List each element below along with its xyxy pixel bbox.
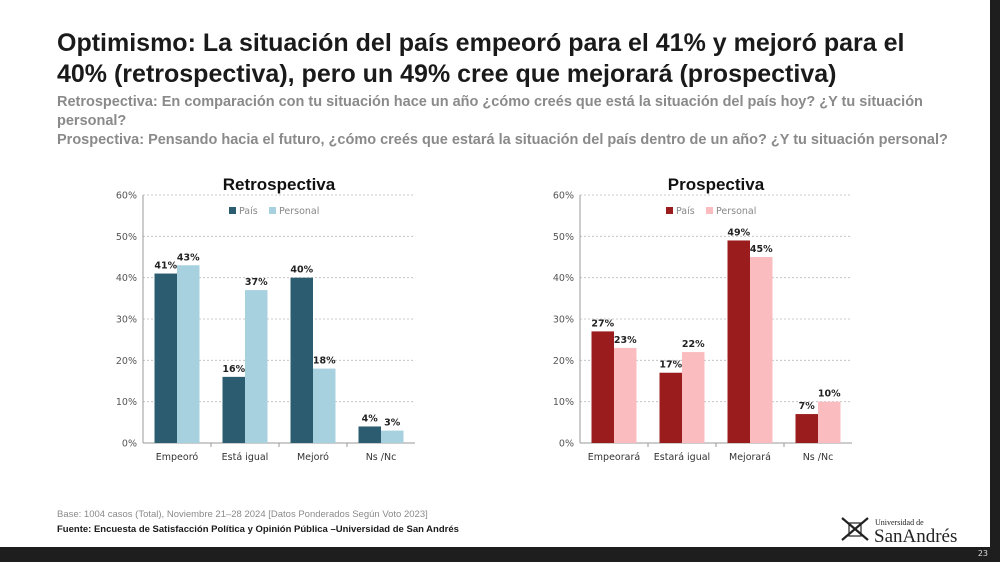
slide-title: Optimismo: La situación del país empeoró…	[57, 29, 905, 88]
bar-país	[591, 331, 614, 443]
y-tick-label: 0%	[122, 439, 137, 450]
legend-label: País	[239, 206, 258, 217]
x-tick-label: Estará igual	[654, 452, 710, 463]
data-label: 17%	[659, 360, 682, 371]
bar-país	[727, 240, 750, 443]
slide: Optimismo: La situación del país empeoró…	[0, 0, 990, 547]
legend-label: Personal	[279, 206, 319, 217]
legend-swatch	[706, 207, 713, 214]
bar-país	[154, 273, 177, 443]
bar-personal	[381, 430, 404, 443]
bar-país	[358, 426, 381, 443]
legend-label: Personal	[716, 206, 756, 217]
page-number: 23	[977, 549, 988, 558]
x-tick-label: Empeoró	[156, 452, 199, 463]
y-tick-label: 20%	[553, 356, 574, 367]
x-tick-label: Mejoró	[297, 452, 329, 463]
y-tick-label: 60%	[553, 191, 574, 202]
x-tick-label: Empeorará	[588, 452, 640, 463]
x-tick-label: Está igual	[222, 452, 269, 463]
y-tick-label: 40%	[553, 273, 574, 284]
subtitle-prospectiva: Prospectiva: Pensando hacia el futuro, ¿…	[57, 132, 948, 148]
chart-prospectiva: Prospectiva 0% 10% 20% 30% 40% 50% 60% Empeorará…	[553, 175, 852, 463]
bar-personal	[313, 368, 336, 443]
data-label: 3%	[384, 418, 401, 429]
bar-país	[795, 414, 818, 443]
y-tick-label: 30%	[116, 315, 137, 326]
x-tick-label: Mejorará	[729, 452, 771, 463]
y-tick-label: 0%	[559, 439, 574, 450]
data-label: 18%	[313, 356, 336, 367]
data-label: 23%	[614, 335, 637, 346]
data-label: 10%	[818, 389, 841, 400]
bar-país	[290, 277, 313, 443]
data-label: 37%	[245, 277, 268, 288]
chart-title: Prospectiva	[668, 175, 765, 194]
y-tick-label: 50%	[553, 232, 574, 243]
data-label: 16%	[222, 364, 245, 375]
data-label: 40%	[290, 265, 313, 276]
data-label: 41%	[154, 261, 177, 272]
bar-personal	[682, 352, 705, 443]
x-tick-label: Ns /Nc	[803, 452, 834, 463]
university-logo: Universidad de SanAndrés	[841, 517, 957, 544]
bar-país	[222, 376, 245, 443]
chart-retrospectiva: Retrospectiva 0% 10% 20% 30% 40% 50% 60% Empeoró…	[116, 175, 415, 463]
y-tick-label: 50%	[116, 232, 137, 243]
svg-text:Universidad de: Universidad de	[875, 518, 924, 527]
data-label: 7%	[799, 401, 816, 412]
bar-personal	[177, 265, 200, 443]
y-tick-label: 10%	[116, 397, 137, 408]
bar-personal	[818, 401, 841, 443]
legend-swatch	[229, 207, 236, 214]
data-label: 27%	[591, 318, 614, 329]
data-label: 45%	[750, 244, 773, 255]
y-tick-label: 30%	[553, 315, 574, 326]
data-label: 49%	[727, 227, 750, 238]
footer-base: Base: 1004 casos (Total), Noviembre 21–2…	[57, 509, 428, 520]
slide-subtitle: Retrospectiva: En comparación con tu sit…	[57, 93, 957, 150]
bar-personal	[614, 347, 637, 443]
bar-país	[659, 372, 682, 443]
y-tick-label: 20%	[116, 356, 137, 367]
x-tick-label: Ns /Nc	[366, 452, 397, 463]
chart-title: Retrospectiva	[223, 175, 336, 194]
legend-swatch	[269, 207, 276, 214]
data-label: 22%	[682, 339, 705, 350]
subtitle-retrospectiva: Retrospectiva: En comparación con tu sit…	[57, 94, 923, 129]
footer-source: Fuente: Encuesta de Satisfacción Polític…	[57, 524, 459, 535]
legend-swatch	[666, 207, 673, 214]
data-label: 4%	[362, 413, 379, 424]
bar-personal	[750, 257, 773, 443]
data-label: 43%	[177, 252, 200, 263]
legend-label: País	[676, 206, 695, 217]
y-tick-label: 60%	[116, 191, 137, 202]
y-tick-label: 40%	[116, 273, 137, 284]
y-tick-label: 10%	[553, 397, 574, 408]
bar-personal	[245, 290, 268, 443]
svg-text:SanAndrés: SanAndrés	[874, 526, 957, 544]
